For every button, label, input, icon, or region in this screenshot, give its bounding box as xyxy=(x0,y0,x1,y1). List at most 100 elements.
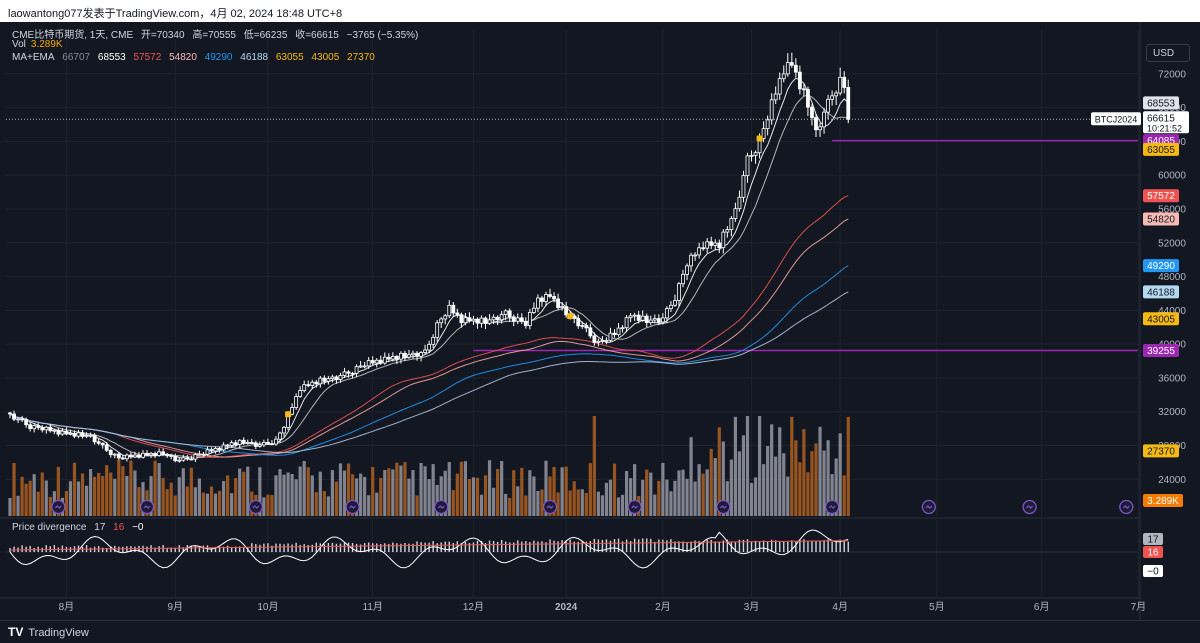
candle-body xyxy=(189,458,194,461)
candle-body xyxy=(644,315,649,324)
candle-body xyxy=(112,453,117,456)
volume-bar xyxy=(536,490,540,516)
volume-bar xyxy=(500,460,504,516)
volume-bar xyxy=(359,473,363,516)
volume-bar xyxy=(137,487,141,516)
candle-body xyxy=(677,283,681,301)
candle-body xyxy=(842,76,847,88)
candle-body xyxy=(370,360,375,364)
candle-body xyxy=(100,442,105,446)
volume-bar xyxy=(141,482,145,516)
candle-body xyxy=(697,247,702,256)
time-tick-label: 5月 xyxy=(929,601,945,613)
volume-bar xyxy=(234,478,238,516)
candle-body xyxy=(52,429,57,432)
volume-bar xyxy=(725,481,729,516)
volume-bar xyxy=(528,470,532,516)
volume-bar xyxy=(483,475,488,516)
candle-body xyxy=(36,425,41,428)
candle-body xyxy=(467,317,472,322)
volume-bar xyxy=(258,467,262,516)
candle-body xyxy=(306,384,311,387)
candle-body xyxy=(664,308,669,319)
chart-area[interactable]: 7200068000640006000056000520004800044000… xyxy=(0,22,1200,620)
price-chart[interactable]: 7200068000640006000056000520004800044000… xyxy=(0,22,1200,620)
candle-body xyxy=(378,359,383,364)
ma-value-7: 63055 xyxy=(275,52,304,63)
volume-bar xyxy=(451,490,455,516)
volume-bar xyxy=(508,497,512,516)
time-tick-label: 3月 xyxy=(744,601,760,613)
volume-bar xyxy=(774,456,778,516)
candle-body xyxy=(12,413,16,420)
volume-bar xyxy=(24,483,28,516)
candle-body xyxy=(40,427,45,431)
price-tick-label: 56000 xyxy=(1158,204,1186,215)
volume-bar xyxy=(274,475,278,516)
candle-body xyxy=(729,218,734,231)
volume-bar xyxy=(306,467,310,516)
volume-bar xyxy=(290,473,294,516)
currency-button[interactable]: USD xyxy=(1146,44,1190,62)
candle-body xyxy=(685,265,689,275)
candle-body xyxy=(721,231,726,249)
event-arrow-icon xyxy=(1026,505,1034,509)
candle-body xyxy=(632,314,637,317)
volume-bar xyxy=(596,491,600,516)
candle-body xyxy=(793,64,798,73)
candle-body xyxy=(523,321,528,326)
indicator-tag-text: −0 xyxy=(1147,567,1159,578)
candle-body xyxy=(656,318,661,323)
vol-label: Vol xyxy=(12,39,26,50)
candle-body xyxy=(314,381,319,385)
candle-body xyxy=(580,325,585,327)
candle-body xyxy=(209,449,214,452)
volume-bar xyxy=(600,495,605,516)
volume-bar xyxy=(12,462,16,516)
candle-body xyxy=(64,430,69,435)
volume-bar xyxy=(826,440,830,516)
moving-average-line xyxy=(9,195,849,458)
candle-body xyxy=(185,457,190,460)
volume-bar xyxy=(105,465,109,516)
volume-bar xyxy=(653,494,657,516)
volume-bar xyxy=(28,480,32,516)
volume-bar xyxy=(492,487,496,516)
tradingview-logo: TV TradingView xyxy=(8,625,89,639)
candle-body xyxy=(266,442,270,445)
candle-body xyxy=(225,444,230,447)
volume-bar xyxy=(822,450,826,516)
moving-average-line xyxy=(9,94,849,458)
candle-body xyxy=(733,208,738,219)
candle-body xyxy=(830,95,835,100)
contract-tag xyxy=(1091,112,1141,126)
event-arrow-icon xyxy=(349,505,356,509)
candle-body xyxy=(76,432,81,437)
candle-body xyxy=(652,318,657,321)
volume-bar xyxy=(669,491,673,516)
volume-bar xyxy=(612,463,617,516)
candle-body xyxy=(84,435,89,437)
volume-bar xyxy=(32,474,36,516)
volume-bar xyxy=(294,479,298,516)
moving-average-line xyxy=(9,218,849,458)
candle-body xyxy=(274,438,278,445)
candle-body xyxy=(32,425,37,429)
volume-bar xyxy=(391,469,395,516)
candle-body xyxy=(48,426,53,432)
volume-bar xyxy=(371,467,375,516)
volume-bar xyxy=(72,462,77,516)
volume-bar xyxy=(842,475,846,516)
volume-bar xyxy=(93,476,97,516)
volume-bar xyxy=(326,496,330,516)
candle-body xyxy=(290,407,295,415)
volume-legend: Vol 3.289K xyxy=(12,39,68,50)
candle-body xyxy=(366,360,371,367)
candle-body xyxy=(556,298,560,309)
volume-bar xyxy=(757,416,762,516)
volume-bar xyxy=(270,495,274,516)
signal-marker xyxy=(756,135,763,142)
candle-body xyxy=(362,365,367,368)
candle-body xyxy=(241,439,246,444)
volume-bar xyxy=(48,496,52,516)
